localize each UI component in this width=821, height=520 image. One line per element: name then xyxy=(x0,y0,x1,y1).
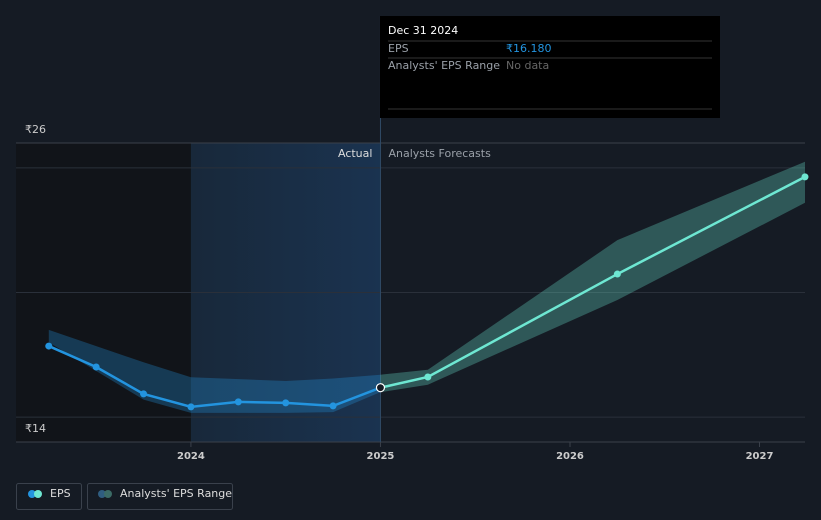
x-tick-label: 2025 xyxy=(367,451,395,462)
eps-line xyxy=(380,175,806,389)
y-tick-label: ₹26 xyxy=(25,123,46,136)
tooltip-value: ₹16.180 xyxy=(506,42,552,55)
x-tick-label: 2026 xyxy=(556,451,584,462)
divider-label: Analysts Forecasts xyxy=(388,147,491,160)
eps-point xyxy=(187,403,195,411)
y-tick-label: ₹14 xyxy=(25,422,46,435)
range-band xyxy=(380,161,805,393)
legend-item[interactable] xyxy=(87,483,233,510)
tooltip: Dec 31 2024 EPS ₹16.180 Analysts' EPS Ra… xyxy=(380,16,720,118)
eps-point xyxy=(613,270,621,278)
eps-point xyxy=(92,363,100,371)
tooltip-label: EPS xyxy=(388,42,409,55)
legend-item[interactable] xyxy=(16,483,82,510)
range-band xyxy=(48,329,381,413)
legend-swatch xyxy=(34,490,42,498)
legend-label: Analysts' EPS Range xyxy=(120,487,232,500)
legend: EPS Analysts' EPS Range xyxy=(16,483,233,510)
eps-point xyxy=(329,402,337,410)
eps-line xyxy=(48,344,381,409)
eps-point xyxy=(801,173,809,181)
eps-point xyxy=(282,399,290,407)
eps-point xyxy=(234,398,242,406)
eps-point xyxy=(424,373,432,381)
tooltip-label: Analysts' EPS Range xyxy=(388,59,500,72)
tooltip-title: Dec 31 2024 xyxy=(388,24,458,37)
legend-swatch xyxy=(28,490,36,498)
divider-label: Actual xyxy=(338,147,372,160)
legend-label: EPS xyxy=(50,487,71,500)
tooltip-box xyxy=(380,16,720,118)
x-tick-label: 2024 xyxy=(177,451,205,462)
legend-swatch xyxy=(98,490,106,498)
legend-swatch xyxy=(104,490,112,498)
eps-point xyxy=(375,383,386,393)
x-tick-label: 2027 xyxy=(746,451,774,462)
eps-point xyxy=(45,342,53,350)
tooltip-value: No data xyxy=(506,59,549,72)
eps-point xyxy=(140,390,148,398)
